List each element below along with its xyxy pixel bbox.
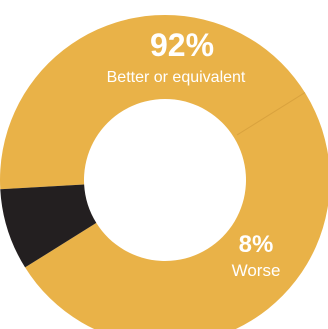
- slice-category-label-better: Better or equivalent: [107, 69, 246, 86]
- slice-category-label-worse: Worse: [232, 261, 281, 280]
- slice-value-label-worse: 8%: [239, 231, 274, 258]
- slice-value-label-better: 92%: [150, 27, 214, 63]
